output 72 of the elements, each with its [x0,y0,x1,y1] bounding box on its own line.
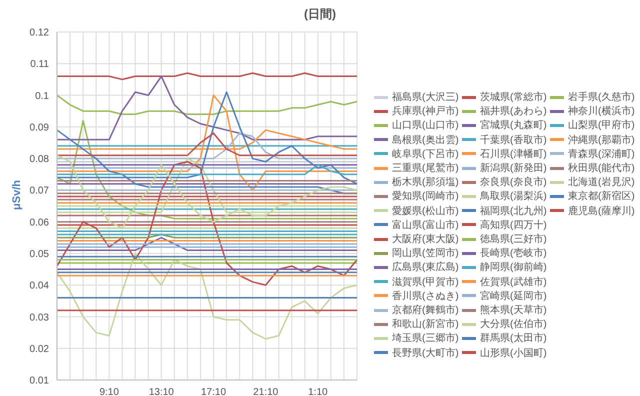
legend-label: 愛知県(岡崎市) [392,190,459,204]
y-tick-label: 0.03 [30,312,50,324]
legend-label: 大分県(佐伯市) [480,318,547,332]
legend-label: 神奈川(横浜市) [568,104,635,118]
legend-label: 大阪府(東大阪) [392,232,459,246]
y-tick-label: 0.1 [35,90,50,102]
line-series [56,160,358,286]
y-axis-title: μSv/h [10,180,23,210]
legend-label: 山梨県(甲府市) [568,118,635,132]
y-tick-label: 0.07 [30,186,50,197]
legend-label: 香川県(さぬき) [392,290,459,303]
legend-label: 長野県(大町市) [392,346,459,360]
legend-label: 茨城県(常総市) [480,90,547,104]
legend-label: 熊本県(天草市) [480,304,547,317]
legend-label: 福岡県(北九州) [480,204,547,218]
legend-label: 埼玉県(三郷市) [392,332,459,346]
legend-label: 岡山県(笠岡市) [392,246,459,260]
y-tick-label: 0.02 [30,344,50,355]
x-tick-label: 1:10 [308,387,328,396]
legend-label: 鳥取県(湯梨浜) [480,190,547,204]
legend-label: 北海道(岩見沢) [568,176,635,190]
legend-label: 福島県(大沢三) [392,90,459,104]
legend-label: 石川県(津幡町) [480,148,547,161]
legend-label: 宮城県(丸森町) [480,118,547,132]
legend-label: 富山県(富山市) [392,218,459,232]
legend-label: 奈良県(奈良市) [480,176,547,190]
legend-label: 山口県(山口市) [392,118,459,132]
y-tick-label: 0.12 [30,28,50,39]
legend-label: 沖縄県(那覇市) [568,134,635,147]
y-tick-label: 0.05 [30,249,50,260]
x-tick-label: 9:10 [99,387,120,396]
legend-label: 鹿児島(薩摩川) [568,204,635,218]
legend-label: 島根県(奥出雲) [392,134,459,147]
x-tick-label: 21:10 [253,387,279,396]
legend-label: 千葉県(香取市) [480,134,547,147]
chart-title: (日間) [303,6,337,23]
y-tick-label: 0.11 [30,59,50,70]
legend-label: 京都府(舞鶴市) [392,304,459,317]
legend-label: 群馬県(太田市) [480,332,547,346]
line-series [56,154,358,229]
legend-label: 高知県(四万十) [480,218,547,232]
legend-label: 東京都(新宿区) [568,190,635,204]
legend-label: 広島県(東広島) [392,260,459,274]
y-tick-label: 0.04 [30,280,50,292]
legend-label: 福井県(あわら) [480,104,547,118]
x-tick-label: 17:10 [201,387,226,396]
legend-label: 兵庫県(神戸市) [392,104,459,118]
legend-label: 三重県(尾鷲市) [392,162,459,175]
legend-label: 和歌山(新宮市) [392,318,459,332]
legend-label: 愛媛県(松山市) [392,204,459,218]
y-tick-label: 0.09 [30,122,50,134]
line-series [56,120,358,220]
line-series [56,76,358,140]
x-tick-label: 13:10 [148,387,174,396]
legend-label: 滋賀県(甲賀市) [392,276,459,289]
legend-label: 岩手県(久慈市) [568,90,635,104]
line-series [56,94,358,116]
legend-label: 山形県(小国町) [480,346,547,360]
legend-label: 岐阜県(下呂市) [392,148,459,161]
line-series [56,252,358,340]
y-tick-label: 0.06 [30,217,50,228]
legend-label: 徳島県(三好市) [480,232,547,246]
legend-label: 静岡県(御前崎) [480,260,547,274]
legend-label: 栃木県(那須塩) [392,176,459,190]
legend-label: 佐賀県(武雄市) [480,276,547,289]
legend-label: 長崎県(壱岐市) [480,246,547,260]
legend-label: 青森県(深浦町) [568,148,635,161]
y-tick-label: 0.08 [30,154,50,166]
legend-label: 新潟県(新発田) [480,162,547,175]
y-tick-label: 0.01 [30,376,50,387]
legend-label: 宮崎県(延岡市) [480,290,547,303]
legend-label: 秋田県(能代市) [568,162,635,175]
